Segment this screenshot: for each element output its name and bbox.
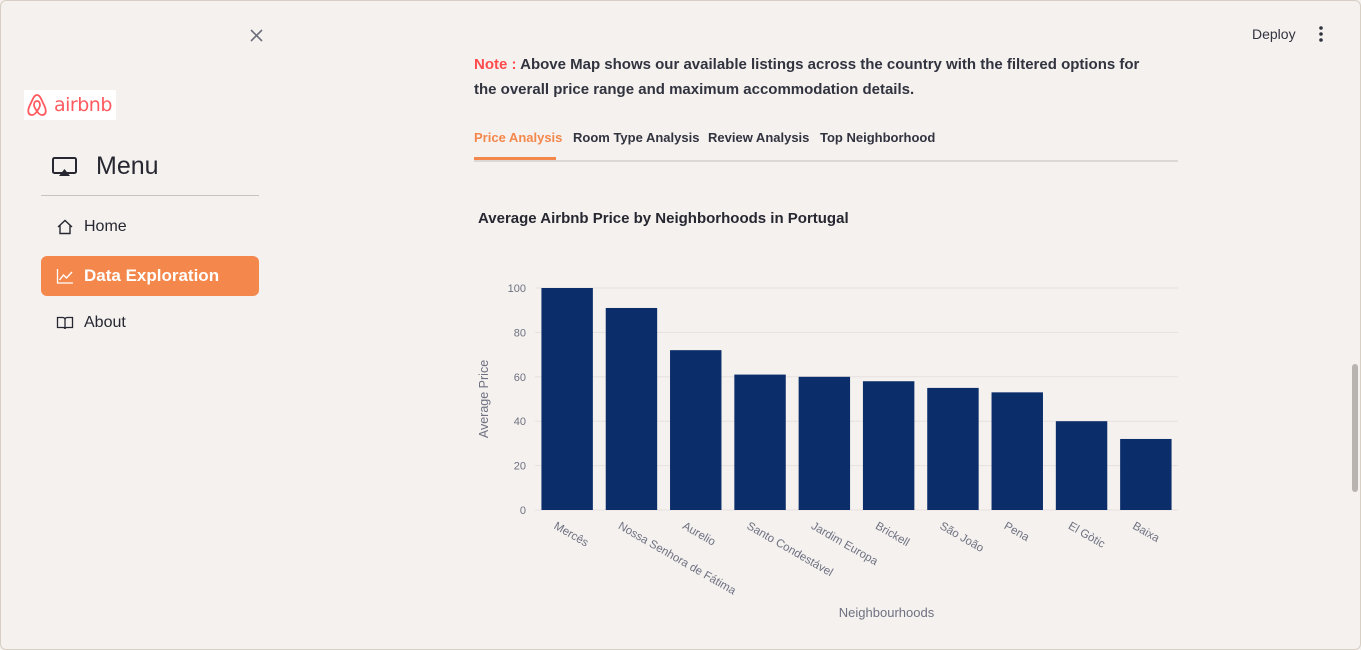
y-axis-title: Average Price xyxy=(477,360,491,438)
menu-title: Menu xyxy=(96,152,159,180)
y-tick-label: 0 xyxy=(520,505,526,517)
menu-header: Menu xyxy=(52,152,159,181)
sidebar-item-about[interactable]: About xyxy=(41,303,259,343)
x-tick-label: Nossa Senhora de Fátima xyxy=(616,520,738,597)
sidebar: airbnb Menu Home Data Exploration About xyxy=(0,0,300,650)
sidebar-item-data-exploration[interactable]: Data Exploration xyxy=(41,256,259,296)
note-text: Note : Above Map shows our available lis… xyxy=(474,52,1164,102)
note-body: Above Map shows our available listings a… xyxy=(474,56,1140,98)
x-tick-label: Brickell xyxy=(873,520,911,549)
airbnb-logo-icon xyxy=(27,94,47,116)
bar xyxy=(862,381,915,510)
y-tick-label: 80 xyxy=(514,327,526,339)
bar xyxy=(1055,421,1108,510)
bar xyxy=(991,392,1043,510)
tab-room-type-analysis[interactable]: Room Type Analysis xyxy=(573,130,700,145)
bar xyxy=(734,374,786,510)
book-icon xyxy=(56,314,74,332)
airbnb-logo: airbnb xyxy=(24,90,116,120)
bar xyxy=(1120,438,1172,510)
sidebar-item-label: Data Exploration xyxy=(84,266,220,285)
y-tick-label: 20 xyxy=(514,461,526,473)
close-icon xyxy=(250,29,263,42)
chart-icon xyxy=(56,267,74,285)
x-tick-label: Pena xyxy=(1002,520,1032,544)
kebab-menu-icon xyxy=(1319,26,1323,42)
x-axis-title: Neighbourhoods xyxy=(839,605,935,620)
logo-text: airbnb xyxy=(54,94,112,116)
y-tick-label: 60 xyxy=(514,372,526,384)
x-tick-label: Mercês xyxy=(552,520,591,549)
chart-title: Average Airbnb Price by Neighborhoods in… xyxy=(478,210,849,227)
menu-divider xyxy=(41,195,259,196)
main-menu-button[interactable] xyxy=(1312,25,1330,43)
deploy-button[interactable]: Deploy xyxy=(1252,26,1296,42)
home-icon xyxy=(56,218,74,236)
scrollbar[interactable] xyxy=(1352,364,1358,492)
analysis-tabs: Price Analysis Room Type Analysis Review… xyxy=(474,128,1178,162)
bar xyxy=(605,307,658,510)
note-prefix: Note : xyxy=(474,56,517,73)
cast-icon xyxy=(52,156,77,176)
x-tick-label: Aurelio xyxy=(680,520,717,548)
bar xyxy=(541,288,593,510)
bar xyxy=(798,376,851,510)
close-sidebar-button[interactable] xyxy=(247,26,267,46)
sidebar-item-label: Home xyxy=(84,218,127,235)
active-tab-indicator xyxy=(474,157,556,160)
tab-top-neighborhood[interactable]: Top Neighborhood xyxy=(820,130,936,145)
x-tick-label: Baixa xyxy=(1130,520,1161,545)
bar xyxy=(670,350,722,510)
tab-price-analysis[interactable]: Price Analysis xyxy=(474,130,563,145)
price-bar-chart: 0 20 40 60 80 100 Mercês Nossa Senhora de Fátim… xyxy=(477,283,1178,620)
x-tick-label: El Gòtic xyxy=(1066,520,1107,551)
sidebar-item-home[interactable]: Home xyxy=(41,207,259,247)
x-tick-label: São João xyxy=(937,520,985,555)
y-tick-label: 40 xyxy=(514,416,526,428)
sidebar-item-label: About xyxy=(84,314,126,331)
tab-review-analysis[interactable]: Review Analysis xyxy=(708,130,810,145)
y-tick-label: 100 xyxy=(508,283,526,295)
bar xyxy=(927,387,979,510)
